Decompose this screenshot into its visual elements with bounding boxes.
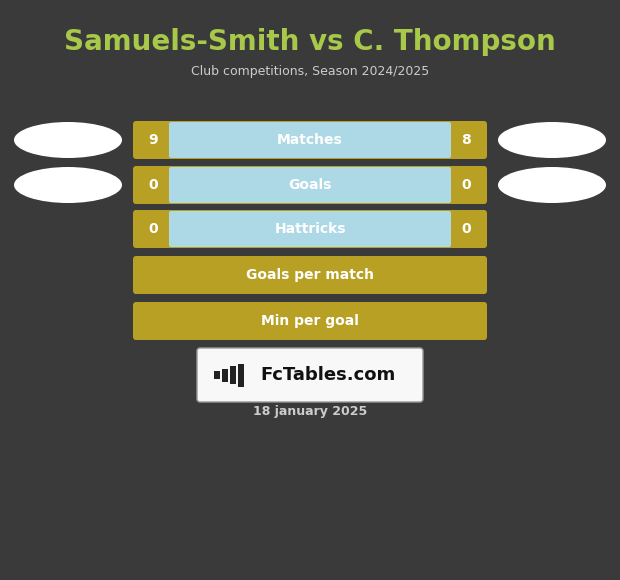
FancyBboxPatch shape — [133, 121, 487, 159]
Text: Samuels-Smith vs C. Thompson: Samuels-Smith vs C. Thompson — [64, 28, 556, 56]
Ellipse shape — [14, 167, 122, 203]
Text: Goals: Goals — [288, 178, 332, 192]
Text: 0: 0 — [149, 222, 158, 236]
FancyBboxPatch shape — [133, 302, 487, 340]
Text: 0: 0 — [462, 222, 471, 236]
Text: 0: 0 — [462, 178, 471, 192]
Text: FcTables.com: FcTables.com — [260, 366, 396, 384]
Bar — [222, 368, 228, 382]
Text: Goals per match: Goals per match — [246, 268, 374, 282]
Text: 18 january 2025: 18 january 2025 — [253, 405, 367, 419]
FancyBboxPatch shape — [197, 348, 423, 402]
Bar — [230, 366, 236, 384]
FancyBboxPatch shape — [133, 166, 487, 204]
FancyBboxPatch shape — [133, 256, 487, 294]
FancyBboxPatch shape — [169, 122, 451, 158]
Text: Club competitions, Season 2024/2025: Club competitions, Season 2024/2025 — [191, 66, 429, 78]
Bar — [214, 371, 220, 379]
Ellipse shape — [14, 122, 122, 158]
FancyBboxPatch shape — [169, 211, 451, 247]
Text: 9: 9 — [149, 133, 158, 147]
Bar — [238, 364, 244, 386]
Text: 8: 8 — [462, 133, 471, 147]
Text: Min per goal: Min per goal — [261, 314, 359, 328]
Text: Hattricks: Hattricks — [274, 222, 346, 236]
FancyBboxPatch shape — [133, 210, 487, 248]
FancyBboxPatch shape — [169, 167, 451, 203]
Ellipse shape — [498, 122, 606, 158]
Ellipse shape — [498, 167, 606, 203]
Text: 0: 0 — [149, 178, 158, 192]
Text: Matches: Matches — [277, 133, 343, 147]
